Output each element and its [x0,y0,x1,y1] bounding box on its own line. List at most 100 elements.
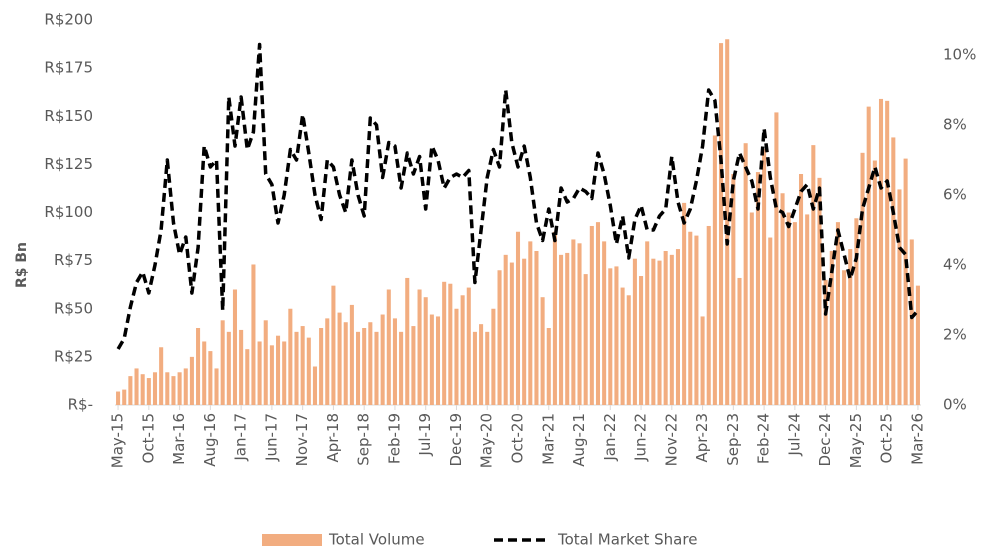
bar [731,174,736,405]
y2-tick-label: 8% [943,116,967,134]
bar [651,258,656,405]
y-tick-label: R$100 [44,203,93,221]
bar [362,328,367,405]
bar [885,100,890,405]
x-tick-label: Apr-18 [324,413,342,463]
bar [706,225,711,405]
bar [263,320,268,405]
bar [386,289,391,405]
x-tick-label: May-25 [847,413,865,468]
bar [269,345,274,405]
bar [214,368,219,405]
x-tick-label: May-20 [478,413,496,468]
bar [559,254,564,405]
bar [257,341,262,405]
x-tick-label: Jul-24 [785,413,803,457]
bar [712,135,717,405]
bar [405,277,410,405]
x-tick-label: Sep-23 [724,413,742,466]
bar [811,145,816,405]
x-tick-label: Jun-17 [262,413,280,462]
bar [762,148,767,405]
bar [159,347,164,405]
bar [442,281,447,405]
bar [183,368,188,405]
y-tick-label: R$175 [44,59,93,77]
bar [823,279,828,405]
bar [743,143,748,405]
bar [682,202,687,405]
bar [608,268,613,405]
y-tick-label: R$25 [54,347,93,365]
bar [116,391,121,405]
y2-tick-label: 2% [943,326,967,344]
x-tick-label: Mar-16 [170,413,188,465]
bar [306,337,311,405]
bar [454,308,459,405]
bar [725,39,730,405]
x-tick-label: Feb-19 [385,413,403,464]
legend-swatch [262,534,322,546]
x-tick-label: Mar-21 [539,413,557,465]
x-tick-label: Nov-17 [293,413,311,466]
bar [897,189,902,405]
bar [152,372,158,405]
bar [749,212,754,405]
bar [534,251,539,405]
bar [663,251,668,405]
bar [768,237,773,405]
bar [423,297,428,405]
bar [614,266,619,405]
bar [639,276,644,405]
bar [786,212,791,405]
bar [417,289,422,405]
bar [602,241,607,405]
bar [528,241,533,405]
bar [171,376,176,405]
bar [349,304,354,405]
bar [577,243,582,405]
bar [657,260,662,405]
y-tick-label: R$- [68,396,93,414]
bar [509,262,514,405]
x-tick-label: Aug-16 [201,413,219,467]
bar [774,112,779,406]
bar [128,376,133,405]
bar [872,160,877,405]
x-tick-label: May-15 [109,413,127,468]
bar [552,231,557,405]
y-tick-label: R$150 [44,107,93,125]
bar [251,264,256,405]
bar [460,295,465,405]
bar [312,366,317,405]
bar [319,328,324,405]
bar [595,222,601,405]
bar [798,174,804,405]
bar [300,326,305,405]
bar [472,331,477,405]
bar [411,326,416,405]
y2-tick-label: 10% [943,46,976,64]
x-tick-label: Dec-24 [816,413,834,467]
y2-tick-label: 4% [943,256,967,274]
x-tick-label: Oct-25 [878,413,896,463]
bar [380,314,385,405]
bar [700,316,705,405]
bar [435,316,441,405]
bar [134,368,139,405]
x-tick-label: Jul-19 [416,413,434,457]
bar [479,324,484,405]
bar [122,389,127,405]
line [116,42,920,350]
bar [737,277,742,405]
y-axis-label: R$ Bn [14,242,30,288]
bar [780,193,785,405]
bar [343,322,348,405]
bar [276,335,281,405]
bar [189,356,194,405]
bar [429,314,434,405]
bar [196,328,201,405]
bar [583,274,588,405]
bar [331,285,336,405]
bar [805,214,810,405]
